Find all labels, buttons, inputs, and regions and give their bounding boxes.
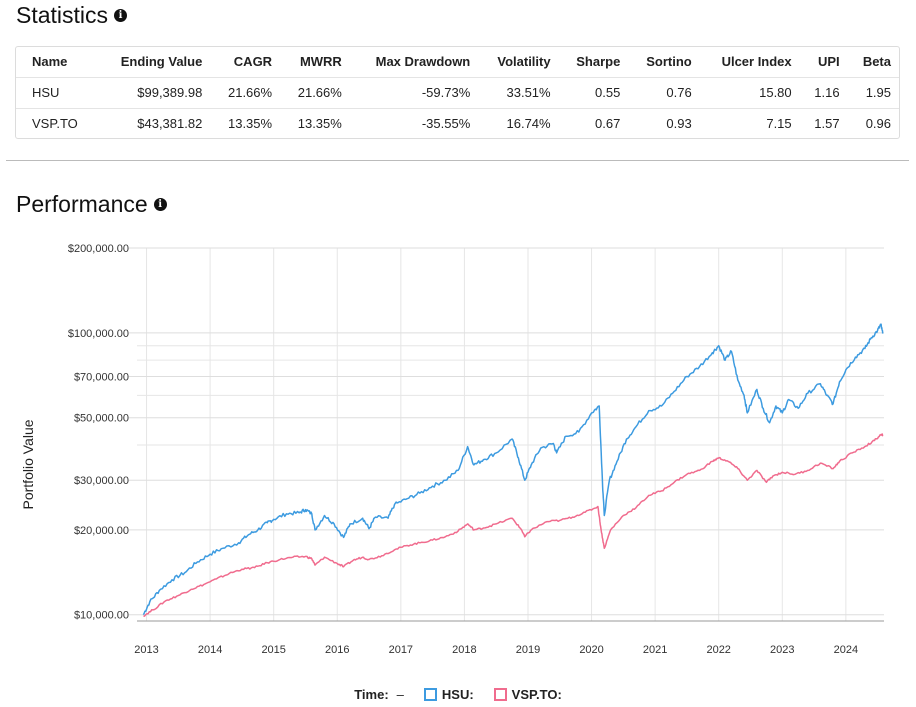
y-tick-label: $30,000.00 <box>74 475 129 487</box>
statistics-table: Name Ending Value CAGR MWRR Max Drawdown Vola… <box>16 47 899 139</box>
table-cell: $99,389.98 <box>97 76 211 108</box>
series-line-hsu <box>142 323 884 616</box>
legend-item-hsu[interactable]: HSU: <box>423 687 474 702</box>
table-cell: 16.74% <box>478 107 559 139</box>
table-row: VSP.TO $43,381.82 13.35% 13.35% -35.55% 16.74… <box>16 107 899 139</box>
performance-chart[interactable]: 2013 2014 2015 2016 2017 2018 2019 2020 2021 2022… <box>0 226 916 666</box>
column-header[interactable]: MWRR <box>299 54 342 70</box>
x-tick-label: 2023 <box>770 644 794 656</box>
performance-title: Performance i <box>16 191 167 218</box>
y-tick-label: $50,000.00 <box>74 413 129 425</box>
column-header[interactable]: CAGR <box>233 54 273 70</box>
legend-swatch-vsp <box>493 688 507 701</box>
x-tick-label: 2013 <box>134 644 158 656</box>
table-cell: 1.95 <box>847 76 899 108</box>
x-tick-label: 2019 <box>516 644 540 656</box>
column-header[interactable]: Beta <box>862 54 891 70</box>
x-tick-label: 2018 <box>452 644 476 656</box>
legend-swatch-hsu <box>423 688 437 701</box>
statistics-title-text: Statistics <box>16 2 109 28</box>
column-header[interactable]: Sharpe <box>576 54 621 70</box>
y-tick-label: $10,000.00 <box>74 610 129 622</box>
statistics-table-card: Name Ending Value CAGR MWRR Max Drawdown Vola… <box>15 46 900 139</box>
info-icon[interactable]: i <box>114 9 128 22</box>
section-divider <box>6 160 909 161</box>
x-tick-label: 2022 <box>706 644 730 656</box>
table-cell: VSP.TO <box>16 107 97 139</box>
table-cell: HSU <box>16 76 97 108</box>
x-tick-label: 2015 <box>261 644 285 656</box>
table-cell: 21.66% <box>280 76 350 108</box>
x-tick-label: 2014 <box>198 644 222 656</box>
legend-item-vsp[interactable]: VSP.TO: <box>493 687 562 702</box>
x-tick-label: 2017 <box>389 644 413 656</box>
y-tick-label: $20,000.00 <box>74 525 129 537</box>
table-cell: 0.67 <box>558 107 629 139</box>
table-cell: 15.80 <box>699 76 800 108</box>
table-cell: 0.96 <box>847 107 899 139</box>
legend-label-vsp: VSP.TO: <box>511 687 562 702</box>
table-cell: 0.93 <box>628 107 700 139</box>
chart-legend: Time: – HSU: VSP.TO: <box>0 687 916 702</box>
y-axis-label: Portfolio Value <box>20 419 36 509</box>
column-header[interactable]: Ending Value <box>120 54 203 70</box>
y-tick-label: $70,000.00 <box>74 372 129 384</box>
table-cell: 1.16 <box>799 76 848 108</box>
column-header[interactable]: Volatility <box>497 54 551 70</box>
table-cell: -35.55% <box>349 107 479 139</box>
column-header[interactable]: UPI <box>817 54 840 70</box>
table-cell: 21.66% <box>210 76 281 108</box>
performance-title-text: Performance <box>16 191 148 217</box>
column-header[interactable]: Max Drawdown <box>375 54 471 70</box>
y-tick-label: $100,000.00 <box>68 328 129 340</box>
legend-time-value: – <box>396 687 404 702</box>
column-header[interactable]: Name <box>32 54 68 70</box>
table-row: HSU $99,389.98 21.66% 21.66% -59.73% 33.51% 0.… <box>16 76 899 108</box>
column-header[interactable]: Ulcer Index <box>721 54 792 70</box>
x-tick-label: 2016 <box>325 644 349 656</box>
table-cell: 33.51% <box>478 76 559 108</box>
x-tick-label: 2020 <box>579 644 603 656</box>
legend-label-hsu: HSU: <box>441 687 474 702</box>
table-cell: 13.35% <box>210 107 281 139</box>
table-header-row: Name Ending Value CAGR MWRR Max Drawdown Vola… <box>16 47 899 77</box>
statistics-title: Statistics i <box>16 2 128 29</box>
table-cell: 13.35% <box>280 107 350 139</box>
table-cell: -59.73% <box>349 76 479 108</box>
table-cell: 0.76 <box>628 76 700 108</box>
legend-time-label: Time: <box>354 687 389 702</box>
x-tick-label: 2024 <box>834 644 858 656</box>
table-cell: 7.15 <box>699 107 800 139</box>
table-cell: $43,381.82 <box>97 107 211 139</box>
column-header[interactable]: Sortino <box>646 54 692 70</box>
series-line-vsp-to <box>143 433 884 617</box>
info-icon[interactable]: i <box>153 198 167 211</box>
table-cell: 0.55 <box>558 76 629 108</box>
x-tick-label: 2021 <box>643 644 667 656</box>
y-tick-label: $200,000.00 <box>68 243 129 255</box>
table-cell: 1.57 <box>799 107 848 139</box>
